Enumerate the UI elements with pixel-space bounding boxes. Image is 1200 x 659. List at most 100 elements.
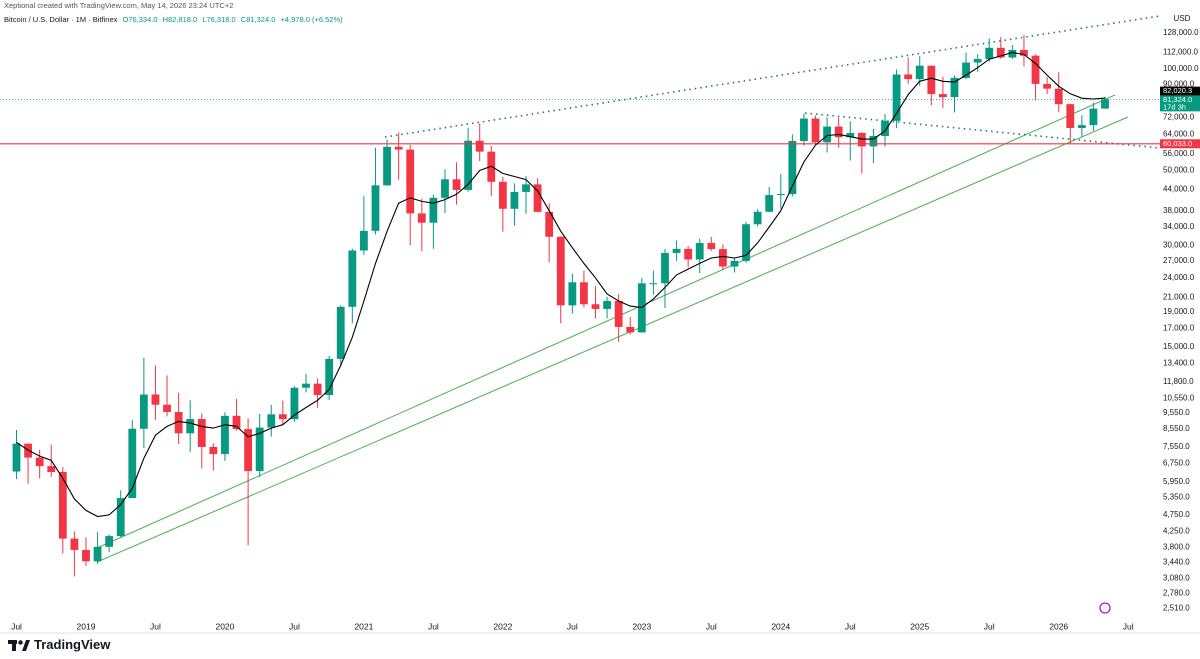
candle-body (139, 394, 148, 429)
legend-row: Bitcoin / U.S. Dollar · 1M · Bitfinex O7… (4, 15, 343, 25)
candle-body (58, 472, 67, 539)
candle-body (892, 74, 901, 121)
x-tick-label: 2026 (1049, 621, 1068, 631)
ohlc-close: C81,324.0 (240, 15, 276, 24)
x-tick-label: 2024 (771, 621, 790, 631)
header: Xeptional created with TradingView.com, … (4, 1, 343, 25)
x-tick-label: 2019 (77, 621, 96, 631)
candle-body (996, 47, 1005, 58)
y-tick-label: 4,250.0 (1163, 526, 1190, 535)
candle-body (186, 419, 195, 434)
candle-body (800, 118, 808, 142)
y-tick-label: 9,550.0 (1163, 408, 1190, 417)
candle-body (927, 65, 936, 95)
candle-body (12, 443, 21, 472)
candle-body (522, 184, 530, 192)
candle-body (661, 252, 669, 284)
y-tick-label: 44,000.0 (1163, 184, 1195, 193)
candle-body (973, 59, 982, 63)
candle-body (846, 133, 855, 138)
x-tick-label: 2020 (215, 621, 234, 631)
candles (12, 35, 1109, 577)
x-tick-label: Jul (289, 621, 300, 631)
x-tick-label: Jul (150, 621, 161, 631)
candle-body (383, 146, 391, 186)
candle-body (811, 118, 820, 143)
trend-line (96, 94, 1116, 549)
candle-body (278, 414, 287, 420)
candle-body (371, 185, 380, 231)
price-tag (1160, 95, 1200, 112)
y-tick-label: 100,000.0 (1163, 64, 1199, 73)
candle-body (684, 248, 693, 260)
candle-body (452, 179, 461, 190)
y-tick-label: 3,080.0 (1163, 573, 1190, 582)
y-tick-label: 64,000.0 (1163, 130, 1195, 139)
candle-body (823, 126, 831, 143)
candle-body (47, 466, 56, 473)
candle-body (498, 181, 507, 209)
credit: Xeptional created with TradingView.com, … (4, 1, 234, 10)
candle-body (533, 184, 542, 212)
dotted-trend-line (384, 15, 1161, 138)
hline-tag (1160, 139, 1200, 149)
candle-body (950, 77, 959, 98)
x-tick-label: Jul (428, 621, 439, 631)
candle-body (1020, 49, 1028, 56)
candle-body (857, 133, 866, 147)
y-tick-label: 5,350.0 (1163, 493, 1190, 502)
candle-body (1008, 49, 1017, 58)
candle-body (962, 62, 970, 78)
y-tick-label: 11,800.0 (1163, 377, 1194, 386)
x-tick-label: Jul (845, 621, 856, 631)
candle-body (475, 140, 484, 152)
candle-body (417, 213, 426, 223)
candle-body (1043, 83, 1052, 89)
x-tick-label: Jul (706, 621, 717, 631)
y-tick-label: 128,000.0 (1163, 28, 1199, 37)
candle-body (580, 282, 588, 305)
y-tick-label: 3,440.0 (1163, 557, 1190, 566)
candle-body (105, 536, 114, 547)
y-tick-label: 24,000.0 (1163, 273, 1195, 282)
candle-body (1054, 88, 1063, 105)
candle-body (649, 283, 658, 285)
candle-body (313, 383, 322, 396)
y-tick-label: 50,000.0 (1163, 166, 1195, 175)
y-tick-label: 2,780.0 (1163, 588, 1190, 597)
candle-body (788, 141, 797, 195)
candle-body (255, 427, 264, 472)
candle-body (429, 197, 438, 223)
candle-body (1066, 104, 1075, 128)
candle-body (35, 457, 44, 467)
y-tick-label: 6,750.0 (1163, 459, 1190, 468)
y-tick-label: 17,000.0 (1163, 323, 1195, 332)
candle-body (834, 126, 843, 138)
countdown-label: 17d 3h (1163, 102, 1186, 111)
ohlc-open: O76,334.0 (122, 15, 158, 24)
ma-tag (1160, 86, 1200, 96)
y-tick-label: 21,000.0 (1163, 293, 1195, 302)
y-tick-label: 10,550.0 (1163, 393, 1195, 402)
candle-body (1077, 125, 1086, 128)
y-tick-label: 38,000.0 (1163, 206, 1195, 215)
candle-body (718, 249, 727, 267)
candle-body (556, 236, 565, 306)
x-tick-label: 2025 (910, 621, 929, 631)
candle-body (568, 282, 577, 306)
candle-body (151, 394, 160, 405)
drawings (96, 15, 1161, 563)
y-tick-label: 3,800.0 (1163, 543, 1190, 552)
candle-body (730, 260, 739, 267)
candle-body (545, 211, 554, 237)
candle-body (1089, 108, 1098, 126)
x-tick-label: Jul (567, 621, 578, 631)
candle-body (464, 140, 473, 190)
y-tick-label: 2,510.0 (1163, 603, 1190, 612)
candle-body (915, 65, 924, 80)
candle-body (302, 383, 310, 388)
symbol: Bitcoin / U.S. Dollar · 1M · Bitfinex (4, 15, 118, 24)
candle-body (348, 250, 357, 307)
